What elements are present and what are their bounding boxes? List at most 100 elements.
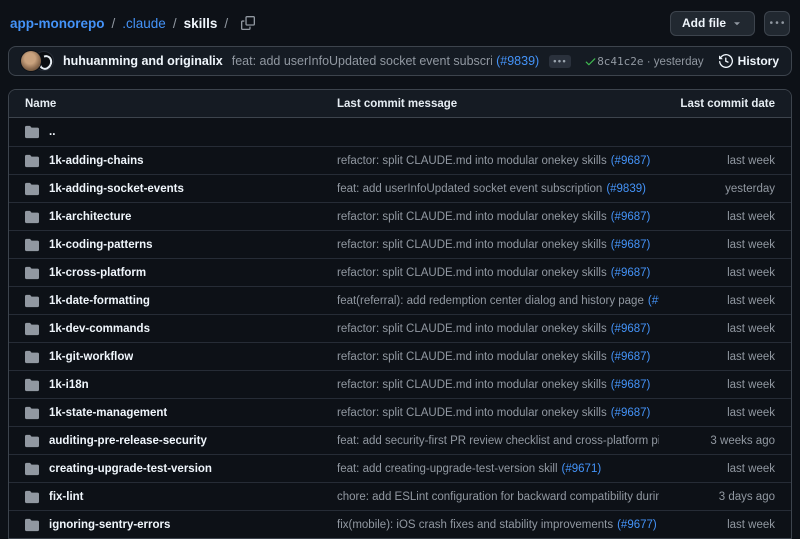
- name-cell: creating-upgrade-test-version: [25, 462, 321, 476]
- row-commit-message-link[interactable]: refactor: split CLAUDE.md into modular o…: [337, 406, 607, 419]
- row-pr-link[interactable]: (#9687): [610, 406, 651, 419]
- commit-message[interactable]: feat: add userInfoUpdated socket event s…: [231, 54, 493, 68]
- row-commit-message-link[interactable]: feat(referral): add redemption center di…: [337, 294, 644, 307]
- commit-authors[interactable]: huhuanming and originalix: [63, 54, 223, 68]
- row-pr-link[interactable]: (#9687): [610, 266, 651, 279]
- row-commit-message-link[interactable]: feat: add userInfoUpdated socket event s…: [337, 182, 603, 195]
- commit-date-cell: last week: [727, 238, 775, 251]
- history-icon: [718, 54, 733, 68]
- row-pr-link[interactable]: (#9687): [610, 210, 651, 223]
- table-row[interactable]: 1k-state-management refactor: split CLAU…: [9, 398, 791, 426]
- row-commit-message-link[interactable]: chore: add ESLint configuration for back…: [337, 490, 659, 503]
- breadcrumb-parent-link[interactable]: .claude: [122, 15, 166, 31]
- table-row[interactable]: auditing-pre-release-security feat: add …: [9, 426, 791, 454]
- folder-name-link[interactable]: creating-upgrade-test-version: [49, 462, 212, 475]
- avatar[interactable]: [21, 51, 41, 71]
- copy-path-button[interactable]: [241, 16, 256, 30]
- commit-date-cell: last week: [727, 294, 775, 307]
- row-pr-link[interactable]: (#9696): [647, 294, 659, 307]
- row-commit-message-link[interactable]: refactor: split CLAUDE.md into modular o…: [337, 154, 607, 167]
- folder-name-link[interactable]: 1k-cross-platform: [49, 266, 147, 279]
- table-row[interactable]: 1k-coding-patterns refactor: split CLAUD…: [9, 230, 791, 258]
- commit-date-cell: last week: [727, 210, 775, 223]
- name-cell: 1k-cross-platform: [25, 266, 321, 280]
- row-commit-message-link[interactable]: refactor: split CLAUDE.md into modular o…: [337, 238, 607, 251]
- copy-icon: [241, 16, 256, 30]
- table-row[interactable]: creating-upgrade-test-version feat: add …: [9, 454, 791, 482]
- row-commit-message-link[interactable]: refactor: split CLAUDE.md into modular o…: [337, 350, 607, 363]
- row-commit-message-link[interactable]: refactor: split CLAUDE.md into modular o…: [337, 266, 607, 279]
- table-row[interactable]: ignoring-sentry-errors fix(mobile): iOS …: [9, 510, 791, 538]
- folder-name-link[interactable]: 1k-i18n: [49, 378, 89, 391]
- folder-name-link[interactable]: ..: [49, 126, 56, 138]
- name-cell: auditing-pre-release-security: [25, 434, 321, 448]
- row-pr-link[interactable]: (#9687): [610, 322, 651, 335]
- table-row[interactable]: 1k-adding-socket-events feat: add userIn…: [9, 174, 791, 202]
- folder-name-link[interactable]: 1k-date-formatting: [49, 294, 150, 307]
- folder-icon: [25, 378, 39, 392]
- status-check-icon[interactable]: [584, 55, 597, 68]
- folder-name-link[interactable]: fix-lint: [49, 490, 84, 503]
- row-pr-link[interactable]: (#9687): [610, 238, 651, 251]
- folder-name-link[interactable]: 1k-architecture: [49, 210, 132, 223]
- row-pr-link[interactable]: (#9687): [610, 350, 651, 363]
- folder-icon: [25, 125, 39, 139]
- folder-icon: [25, 322, 39, 336]
- name-cell: 1k-adding-socket-events: [25, 182, 321, 196]
- column-header-date: Last commit date: [680, 97, 775, 110]
- folder-name-link[interactable]: 1k-coding-patterns: [49, 238, 153, 251]
- add-file-label: Add file: [682, 16, 726, 30]
- kebab-horizontal-icon: [770, 16, 784, 30]
- row-commit-message-link[interactable]: feat: add security-first PR review check…: [337, 434, 659, 447]
- breadcrumb-repo-link[interactable]: app-monorepo: [10, 15, 105, 31]
- table-row[interactable]: fix-lint chore: add ESLint configuration…: [9, 482, 791, 510]
- folder-name-link[interactable]: 1k-state-management: [49, 406, 168, 419]
- table-row[interactable]: 1k-architecture refactor: split CLAUDE.m…: [9, 202, 791, 230]
- row-pr-link[interactable]: (#9839): [606, 182, 646, 195]
- breadcrumb: app-monorepo / .claude / skills /: [10, 15, 256, 31]
- folder-name-link[interactable]: 1k-adding-socket-events: [49, 182, 184, 195]
- commit-date-cell: last week: [727, 266, 775, 279]
- commit-date-cell: 3 weeks ago: [710, 434, 775, 447]
- more-options-button[interactable]: [764, 10, 790, 36]
- row-commit-message-link[interactable]: refactor: split CLAUDE.md into modular o…: [337, 322, 607, 335]
- row-pr-link[interactable]: (#9671): [561, 462, 602, 475]
- add-file-button[interactable]: Add file: [670, 10, 755, 36]
- folder-icon: [25, 490, 39, 504]
- folder-icon: [25, 266, 39, 280]
- file-table-body: .. 1k-adding-chains refactor: split CLAU…: [9, 118, 791, 538]
- table-row[interactable]: 1k-cross-platform refactor: split CLAUDE…: [9, 258, 791, 286]
- history-button[interactable]: History: [718, 54, 779, 68]
- row-pr-link[interactable]: (#9687): [610, 154, 651, 167]
- row-commit-message-link[interactable]: feat: add creating-upgrade-test-version …: [337, 462, 558, 475]
- row-commit-message-link[interactable]: refactor: split CLAUDE.md into modular o…: [337, 210, 607, 223]
- commit-pr-link[interactable]: (#9839): [496, 54, 540, 68]
- commit-sha-link[interactable]: 8c41c2e: [597, 54, 644, 68]
- table-row[interactable]: 1k-i18n refactor: split CLAUDE.md into m…: [9, 370, 791, 398]
- table-row[interactable]: 1k-date-formatting feat(referral): add r…: [9, 286, 791, 314]
- history-label: History: [737, 54, 779, 68]
- folder-name-link[interactable]: 1k-dev-commands: [49, 322, 150, 335]
- row-pr-link[interactable]: (#9677): [617, 518, 657, 531]
- folder-name-link[interactable]: 1k-git-workflow: [49, 350, 134, 363]
- row-pr-link[interactable]: (#9687): [610, 378, 651, 391]
- table-row[interactable]: 1k-git-workflow refactor: split CLAUDE.m…: [9, 342, 791, 370]
- folder-name-link[interactable]: 1k-adding-chains: [49, 154, 144, 167]
- name-cell: ignoring-sentry-errors: [25, 518, 321, 532]
- folder-name-link[interactable]: auditing-pre-release-security: [49, 434, 207, 447]
- file-table: Name Last commit message Last commit dat…: [8, 89, 792, 539]
- folder-name-link[interactable]: ignoring-sentry-errors: [49, 518, 171, 531]
- table-row[interactable]: 1k-dev-commands refactor: split CLAUDE.m…: [9, 314, 791, 342]
- commit-message-cell: refactor: split CLAUDE.md into modular o…: [337, 323, 659, 335]
- table-row[interactable]: 1k-adding-chains refactor: split CLAUDE.…: [9, 146, 791, 174]
- table-row[interactable]: ..: [9, 118, 791, 146]
- dot-separator: ·: [646, 55, 651, 68]
- name-cell: 1k-adding-chains: [25, 154, 321, 168]
- row-commit-message-link[interactable]: fix(mobile): iOS crash fixes and stabili…: [337, 518, 614, 531]
- commit-message-cell: feat: add security-first PR review check…: [337, 435, 659, 447]
- expand-commit-button[interactable]: •••: [549, 54, 572, 68]
- commit-message-cell: refactor: split CLAUDE.md into modular o…: [337, 351, 659, 363]
- breadcrumb-separator: /: [172, 15, 177, 31]
- row-commit-message-link[interactable]: refactor: split CLAUDE.md into modular o…: [337, 378, 607, 391]
